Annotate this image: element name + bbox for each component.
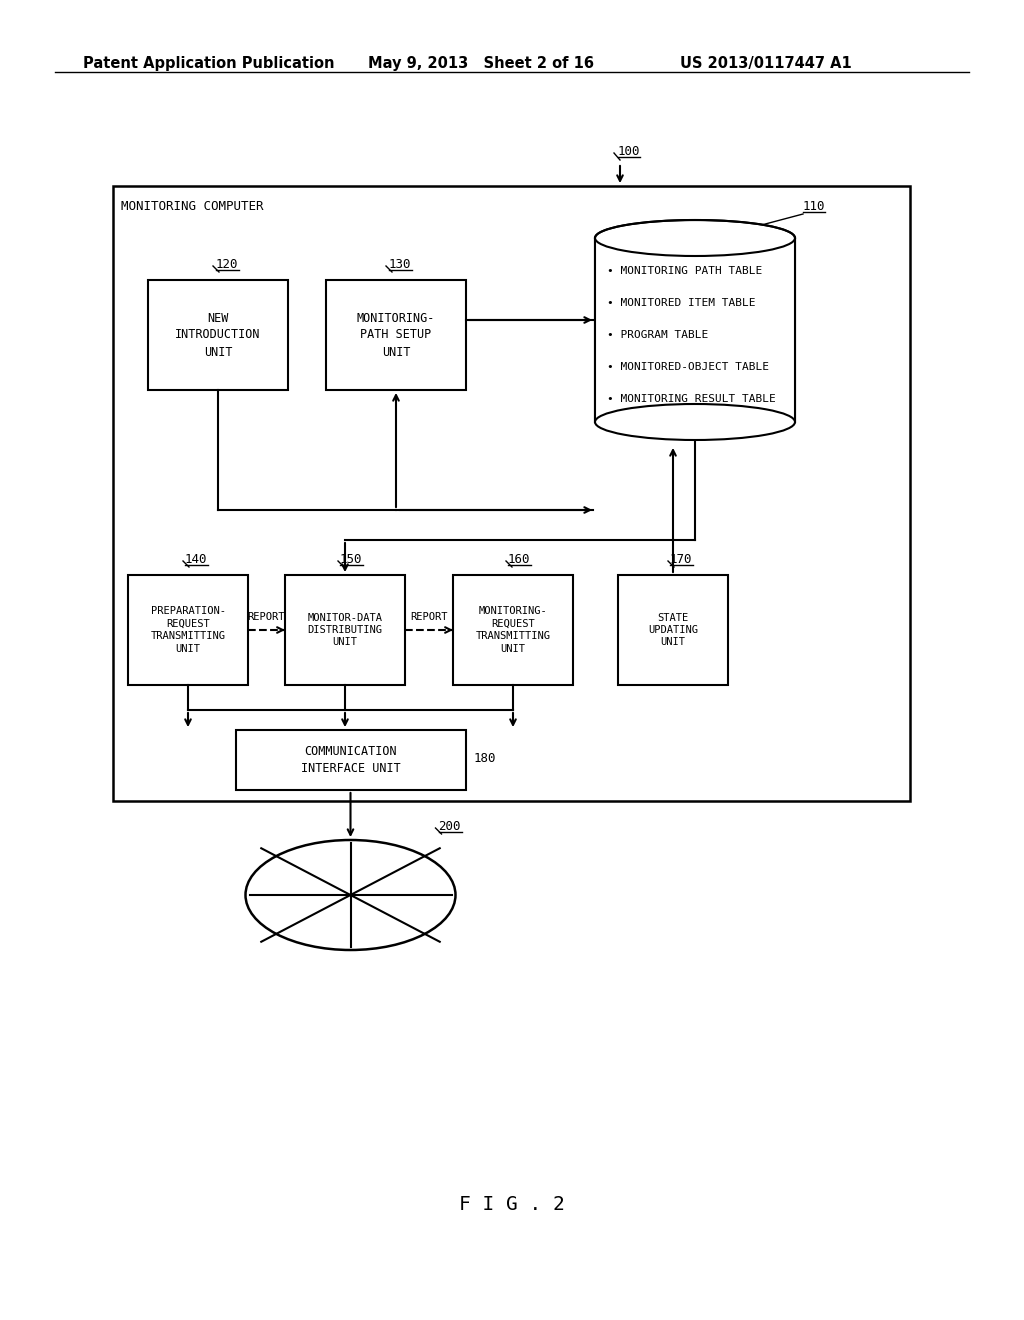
Text: PREPARATION-
REQUEST
TRANSMITTING
UNIT: PREPARATION- REQUEST TRANSMITTING UNIT (151, 606, 225, 653)
Text: • PROGRAM TABLE: • PROGRAM TABLE (607, 330, 709, 341)
Text: • MONITORING PATH TABLE: • MONITORING PATH TABLE (607, 267, 762, 276)
Bar (285, 576, 406, 685)
Text: 130: 130 (389, 257, 412, 271)
Text: • MONITORING RESULT TABLE: • MONITORING RESULT TABLE (607, 393, 776, 404)
Text: 120: 120 (216, 257, 239, 271)
Bar (128, 576, 248, 685)
Text: MONITORING-
REQUEST
TRANSMITTING
UNIT: MONITORING- REQUEST TRANSMITTING UNIT (475, 606, 551, 653)
Text: • MONITORED ITEM TABLE: • MONITORED ITEM TABLE (607, 298, 756, 308)
Bar (236, 730, 466, 789)
Text: 140: 140 (185, 553, 208, 566)
Text: 160: 160 (508, 553, 530, 566)
Text: MONITORING COMPUTER: MONITORING COMPUTER (121, 201, 263, 213)
Ellipse shape (595, 404, 795, 440)
Text: 200: 200 (438, 820, 461, 833)
Text: STATE
UPDATING
UNIT: STATE UPDATING UNIT (648, 612, 698, 647)
Text: May 9, 2013   Sheet 2 of 16: May 9, 2013 Sheet 2 of 16 (368, 55, 594, 71)
Text: REPORT: REPORT (411, 612, 447, 622)
Text: 110: 110 (803, 201, 825, 213)
Text: REPORT: REPORT (248, 612, 286, 622)
Text: COMMUNICATION
INTERFACE UNIT: COMMUNICATION INTERFACE UNIT (301, 744, 400, 775)
Text: US 2013/0117447 A1: US 2013/0117447 A1 (680, 55, 852, 71)
Text: F I G . 2: F I G . 2 (459, 1195, 565, 1214)
Text: 150: 150 (340, 553, 362, 566)
Ellipse shape (595, 220, 795, 256)
Bar (148, 280, 288, 389)
Text: 100: 100 (618, 145, 640, 158)
Text: Patent Application Publication: Patent Application Publication (83, 55, 335, 71)
Ellipse shape (246, 840, 456, 950)
Bar (595, 238, 795, 422)
Text: NEW
INTRODUCTION
UNIT: NEW INTRODUCTION UNIT (175, 312, 261, 359)
Text: • MONITORED-OBJECT TABLE: • MONITORED-OBJECT TABLE (607, 362, 769, 372)
Text: 180: 180 (473, 752, 496, 766)
Bar (326, 280, 466, 389)
Bar (453, 576, 573, 685)
Bar (618, 576, 728, 685)
Text: MONITOR-DATA
DISTRIBUTING
UNIT: MONITOR-DATA DISTRIBUTING UNIT (307, 612, 383, 647)
Text: MONITORING-
PATH SETUP
UNIT: MONITORING- PATH SETUP UNIT (356, 312, 435, 359)
Text: 170: 170 (670, 553, 692, 566)
Bar (113, 186, 910, 801)
